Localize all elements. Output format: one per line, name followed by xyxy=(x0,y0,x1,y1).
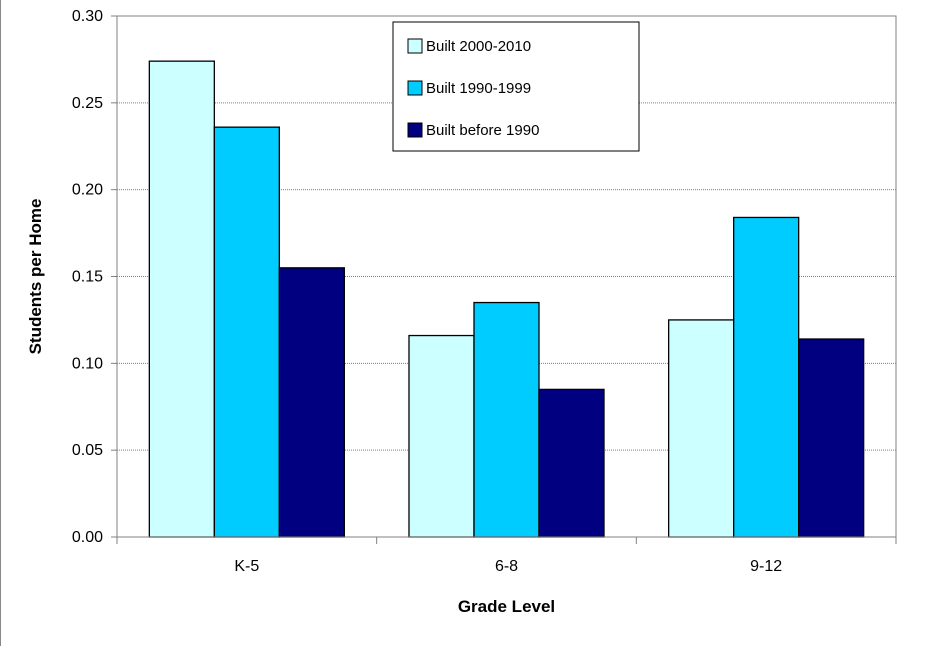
plot-area-border xyxy=(116,15,897,538)
x-tick-label: 9-12 xyxy=(750,558,782,575)
bars xyxy=(148,60,865,538)
y-tick-label: 0.30 xyxy=(72,8,103,25)
axes: 0.00 0.05 0.10 0.15 0.20 0.25 0.30 K-5 6-8 9-12 xyxy=(72,8,897,575)
y-tick-label: 0.00 xyxy=(72,529,103,546)
y-tick-label: 0.05 xyxy=(72,442,103,459)
y-tick-label: 0.25 xyxy=(72,95,103,112)
bar xyxy=(733,216,800,538)
bar xyxy=(148,60,215,538)
x-tick-label: K-5 xyxy=(234,558,259,575)
bar xyxy=(408,334,475,538)
legend-label: Built 1990-1999 xyxy=(426,80,531,97)
y-tick-label: 0.20 xyxy=(72,182,103,199)
y-axis-title: Students per Home xyxy=(26,199,45,355)
bar xyxy=(798,338,865,538)
legend-swatch xyxy=(407,122,423,138)
bar xyxy=(668,319,735,538)
x-axis-title: Grade Level xyxy=(458,597,555,616)
bar xyxy=(213,126,280,538)
bar xyxy=(278,267,345,538)
y-tick-label: 0.15 xyxy=(72,269,103,286)
legend-swatch xyxy=(407,80,423,96)
legend-swatch xyxy=(407,38,423,54)
legend-label: Built before 1990 xyxy=(426,122,539,139)
x-tick-label: 6-8 xyxy=(495,558,518,575)
bar xyxy=(538,388,605,538)
legend-box xyxy=(392,21,640,152)
legend: Built 2000-2010 Built 1990-1999 Built befo… xyxy=(392,21,640,152)
bar xyxy=(473,301,540,538)
legend-label: Built 2000-2010 xyxy=(426,38,531,55)
y-tick-label: 0.10 xyxy=(72,355,103,372)
